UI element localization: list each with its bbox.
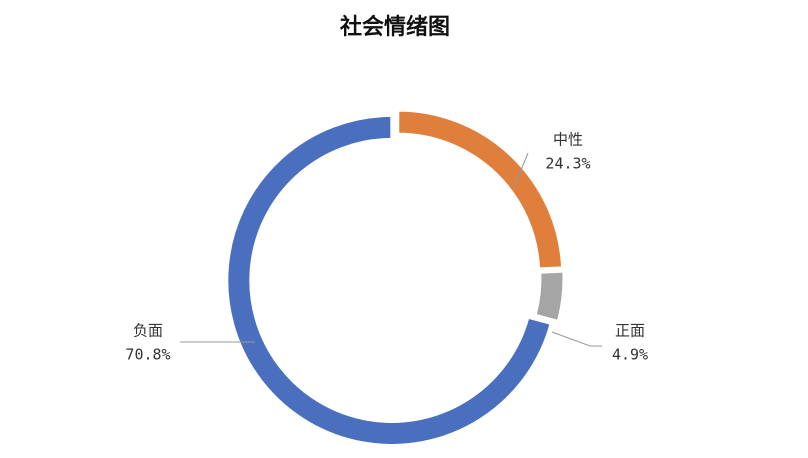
donut-slice: [225, 113, 553, 447]
chart-title: 社会情绪图: [340, 14, 450, 40]
slice-value-label: 4.9%: [612, 346, 648, 364]
donut-slice: [396, 108, 565, 271]
slice-value-label: 24.3%: [545, 155, 590, 173]
slice-value-label: 70.8%: [125, 346, 170, 364]
leader-line: [551, 331, 602, 347]
leader-line: [514, 152, 529, 186]
donut-slice: [533, 269, 566, 324]
slice-category: 正面: [615, 322, 645, 340]
slice-category: 中性: [553, 131, 583, 149]
slice-category: 负面: [133, 322, 163, 340]
